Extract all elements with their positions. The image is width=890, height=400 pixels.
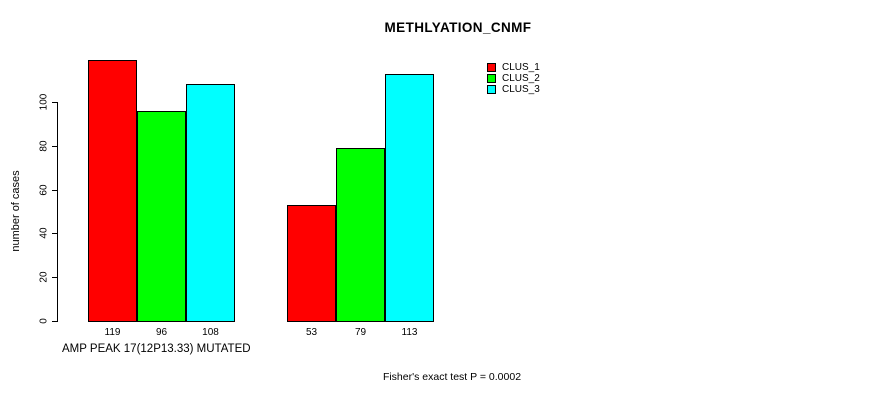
- x-axis-label: AMP PEAK 17(12P13.33) MUTATED: [62, 343, 251, 355]
- legend-swatch-icon: [487, 63, 496, 72]
- legend-label: CLUS_1: [502, 62, 540, 73]
- y-tick-label: 80: [38, 140, 50, 152]
- bar-value-label: 119: [104, 327, 121, 338]
- chart-title: METHLYATION_CNMF: [384, 20, 532, 35]
- y-tick: [52, 277, 58, 279]
- bar-clus_1-group2: [287, 204, 336, 322]
- y-tick-label: 0: [38, 318, 50, 324]
- y-tick-label: 40: [38, 227, 50, 239]
- bar-value-label: 96: [155, 327, 168, 338]
- y-tick: [52, 102, 58, 103]
- y-tick-label: 20: [38, 271, 50, 283]
- bar-clus_2-group1: [137, 110, 186, 322]
- footnote: Fisher's exact test P = 0.0002: [382, 371, 522, 383]
- bar-clus_3-group1: [186, 84, 235, 322]
- bar-clus_1-group1: [88, 60, 137, 322]
- bar-value-label: 108: [202, 327, 219, 338]
- bar-value-label: 113: [401, 327, 418, 338]
- y-tick-label: 100: [38, 93, 50, 111]
- legend-swatch-icon: [487, 74, 496, 83]
- legend-label: CLUS_2: [502, 73, 540, 84]
- bar-value-label: 53: [305, 327, 318, 338]
- y-tick: [52, 321, 58, 322]
- y-axis-label: number of cases: [10, 170, 22, 252]
- y-tick-label: 60: [38, 184, 50, 196]
- legend-swatch-icon: [487, 85, 496, 94]
- legend-row-clus_2: CLUS_2: [487, 73, 540, 84]
- legend-row-clus_3: CLUS_3: [487, 84, 540, 95]
- legend: CLUS_1 CLUS_2 CLUS_3: [487, 62, 540, 95]
- y-tick: [52, 233, 58, 235]
- legend-row-clus_1: CLUS_1: [487, 62, 540, 73]
- bar-value-label: 79: [354, 327, 367, 338]
- y-tick: [52, 145, 58, 147]
- y-axis-line: [57, 102, 58, 322]
- y-tick: [52, 189, 58, 191]
- bar-clus_2-group2: [336, 147, 385, 322]
- legend-label: CLUS_3: [502, 84, 540, 95]
- bar-clus_3-group2: [385, 73, 434, 322]
